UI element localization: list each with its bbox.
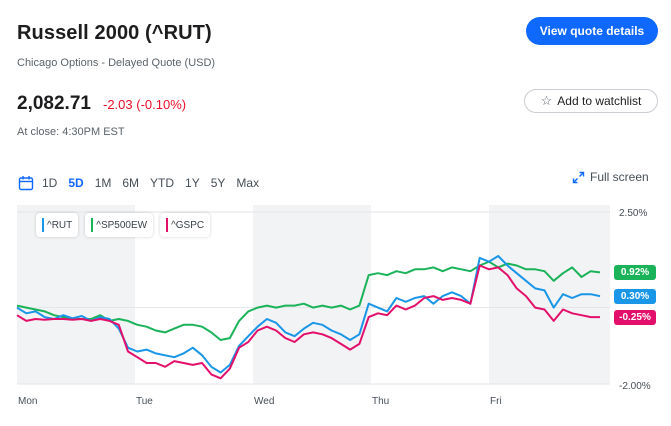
quote-change: -2.03 (-0.10%) (103, 97, 187, 112)
y-tick-bottom: -2.00% (619, 381, 651, 392)
series-line-sp500ew[interactable] (16, 260, 601, 341)
chart-series (16, 255, 601, 380)
legend-gspc-label: ^GSPC (171, 219, 205, 231)
range-5d[interactable]: 5D (68, 176, 84, 190)
y-tick-top: 2.50% (619, 208, 647, 219)
close-time: At close: 4:30PM EST (17, 126, 125, 138)
legend-sp500ew-swatch (91, 218, 94, 232)
legend-sp500ew[interactable]: ^SP500EW (85, 213, 154, 237)
last-value-badge-sp500ew: 0.92% (614, 265, 656, 280)
range-6m[interactable]: 6M (122, 176, 140, 190)
legend-gspc[interactable]: ^GSPC (160, 213, 211, 237)
quote-title: Russell 2000 (^RUT) (17, 22, 212, 44)
full-screen-button[interactable]: Full screen (572, 170, 649, 184)
day-label-tue: Tue (136, 396, 153, 407)
chart-legend: ^RUT ^SP500EW ^GSPC (36, 213, 211, 237)
legend-rut[interactable]: ^RUT (36, 213, 79, 237)
day-band (253, 205, 371, 384)
legend-rut-swatch (42, 218, 44, 232)
add-to-watchlist-button[interactable]: ☆ Add to watchlist (524, 89, 658, 113)
day-label-fri: Fri (490, 396, 502, 407)
star-outline-icon: ☆ (540, 93, 553, 108)
calendar-icon[interactable] (18, 175, 34, 191)
legend-sp500ew-label: ^SP500EW (96, 219, 148, 231)
range-1m[interactable]: 1M (94, 176, 112, 190)
expand-arrows-icon (572, 171, 585, 183)
view-quote-details-button[interactable]: View quote details (526, 17, 658, 45)
day-label-thu: Thu (372, 396, 389, 407)
quote-subtitle: Chicago Options - Delayed Quote (USD) (17, 57, 216, 69)
last-value-badge-gspc: -0.25% (614, 310, 656, 325)
full-screen-label: Full screen (590, 170, 649, 184)
range-1y[interactable]: 1Y (185, 176, 200, 190)
legend-gspc-swatch (166, 218, 169, 232)
range-1d[interactable]: 1D (42, 176, 58, 190)
series-line-gspc[interactable] (16, 264, 600, 380)
range-5y[interactable]: 5Y (210, 176, 226, 190)
range-selector: 1D 5D 1M 6M YTD 1Y 5Y Max (18, 174, 270, 192)
day-label-wed: Wed (254, 396, 274, 407)
legend-rut-label: ^RUT (47, 219, 73, 231)
last-value-badge-rut: 0.30% (614, 289, 656, 304)
range-max[interactable]: Max (236, 176, 260, 190)
range-ytd[interactable]: YTD (150, 176, 175, 190)
day-labels: Mon Tue Wed Thu Fri (18, 396, 502, 407)
watchlist-label: Add to watchlist (557, 94, 642, 108)
quote-price: 2,082.71 (17, 93, 91, 114)
day-label-mon: Mon (18, 396, 37, 407)
